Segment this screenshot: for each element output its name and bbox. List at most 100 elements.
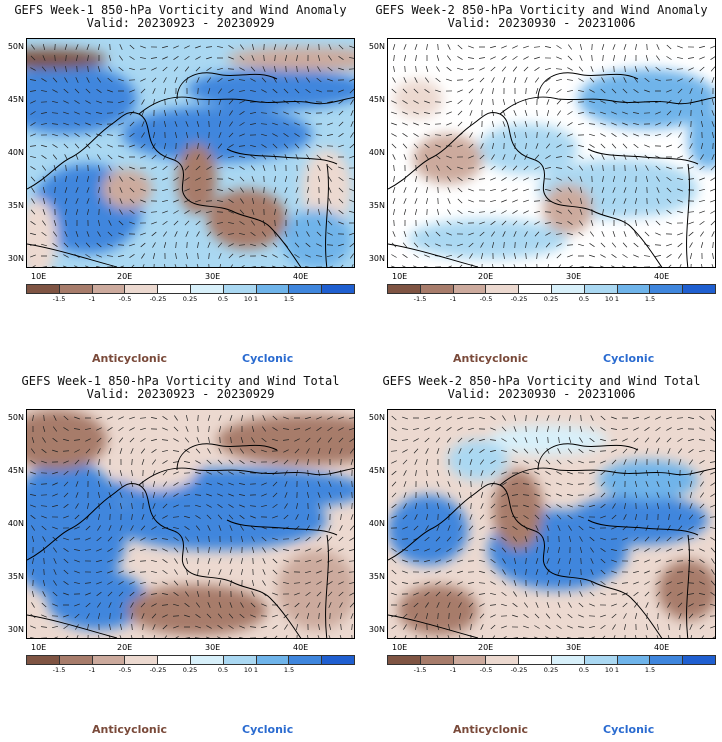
colorbar	[26, 284, 355, 294]
colorbar-label: 1.5	[283, 295, 295, 303]
lon-label: 40E	[654, 272, 670, 281]
lat-label: 30N	[7, 625, 24, 634]
colorbar	[26, 655, 355, 665]
vorticity-map	[26, 38, 355, 268]
panel-title: GEFS Week-1 850-hPa Vorticity and Wind T…	[21, 374, 340, 388]
colorbar-label: -1.5	[413, 666, 427, 674]
colorbar-label: 0.25	[182, 666, 198, 674]
lon-label: 20E	[117, 643, 133, 652]
colorbar-label: 0.5	[217, 295, 229, 303]
colorbar-label: -1.5	[413, 295, 427, 303]
lat-label: 40N	[368, 519, 385, 528]
lon-label: 10E	[392, 272, 408, 281]
lat-label: 30N	[368, 625, 385, 634]
lat-label: 30N	[368, 254, 385, 263]
colorbar	[387, 284, 716, 294]
colorbar-label: -0.5	[479, 295, 493, 303]
lon-label: 20E	[478, 643, 494, 652]
vorticity-map	[387, 38, 716, 268]
colorbar-exponent: 10	[604, 295, 614, 303]
colorbar-label: 0.5	[217, 666, 229, 674]
colorbar-label: -0.5	[118, 666, 132, 674]
colorbar-label: 1	[253, 666, 259, 674]
panel-valid-dates: Valid: 20230923 - 20230929	[86, 16, 275, 30]
lon-label: 30E	[566, 272, 582, 281]
colorbar-label: -1	[88, 295, 96, 303]
lat-label: 50N	[368, 413, 385, 422]
lon-label: 20E	[478, 272, 494, 281]
colorbar-label: -0.5	[479, 666, 493, 674]
colorbar-label: 0.5	[578, 295, 590, 303]
colorbar-label: -0.25	[149, 295, 167, 303]
legend-anticyclonic: Anticyclonic	[92, 352, 168, 365]
vorticity-map	[26, 409, 355, 639]
panel-valid-dates: Valid: 20230923 - 20230929	[86, 387, 275, 401]
lat-label: 35N	[7, 201, 24, 210]
lat-label: 35N	[7, 572, 24, 581]
lat-label: 30N	[7, 254, 24, 263]
panel-valid-dates: Valid: 20230930 - 20231006	[447, 16, 636, 30]
lon-label: 40E	[293, 272, 309, 281]
lat-label: 50N	[7, 413, 24, 422]
lon-label: 40E	[654, 643, 670, 652]
lat-label: 45N	[7, 95, 24, 104]
map-panel-week1-anomaly: GEFS Week-1 850-hPa Vorticity and Wind A…	[0, 0, 361, 371]
lat-label: 50N	[7, 42, 24, 51]
lon-label: 30E	[205, 643, 221, 652]
colorbar-label: 0.25	[543, 666, 559, 674]
legend-cyclonic: Cyclonic	[603, 723, 655, 736]
colorbar-label: 0.25	[182, 295, 198, 303]
lon-label: 30E	[205, 272, 221, 281]
colorbar-exponent: 10	[604, 666, 614, 674]
panel-title: GEFS Week-2 850-hPa Vorticity and Wind T…	[382, 374, 701, 388]
lon-label: 30E	[566, 643, 582, 652]
colorbar-label: 1.5	[283, 666, 295, 674]
lat-label: 45N	[7, 466, 24, 475]
lon-label: 10E	[31, 272, 47, 281]
legend-anticyclonic: Anticyclonic	[453, 352, 529, 365]
colorbar-label: -0.5	[118, 295, 132, 303]
colorbar-label: -1	[449, 295, 457, 303]
legend-cyclonic: Cyclonic	[242, 352, 294, 365]
lat-label: 40N	[7, 148, 24, 157]
panel-valid-dates: Valid: 20230930 - 20231006	[447, 387, 636, 401]
lat-label: 50N	[368, 42, 385, 51]
colorbar-label: -1.5	[52, 666, 66, 674]
colorbar-label: -0.25	[510, 295, 528, 303]
colorbar-label: 1	[253, 295, 259, 303]
colorbar-exponent: 10	[243, 666, 253, 674]
colorbar-label: 1	[614, 666, 620, 674]
colorbar-label: 0.25	[543, 295, 559, 303]
lon-label: 40E	[293, 643, 309, 652]
map-panel-week2-anomaly: GEFS Week-2 850-hPa Vorticity and Wind A…	[361, 0, 722, 371]
lon-label: 20E	[117, 272, 133, 281]
colorbar-label: 1	[614, 295, 620, 303]
lat-label: 45N	[368, 95, 385, 104]
lon-label: 10E	[392, 643, 408, 652]
legend-anticyclonic: Anticyclonic	[92, 723, 168, 736]
lat-label: 40N	[7, 519, 24, 528]
legend-anticyclonic: Anticyclonic	[453, 723, 529, 736]
colorbar	[387, 655, 716, 665]
panel-title: GEFS Week-2 850-hPa Vorticity and Wind A…	[375, 3, 708, 17]
panel-title: GEFS Week-1 850-hPa Vorticity and Wind A…	[14, 3, 347, 17]
colorbar-label: -1	[449, 666, 457, 674]
colorbar-label: -0.25	[149, 666, 167, 674]
vorticity-map	[387, 409, 716, 639]
lat-label: 35N	[368, 572, 385, 581]
lon-label: 10E	[31, 643, 47, 652]
map-panel-week1-total: GEFS Week-1 850-hPa Vorticity and Wind T…	[0, 371, 361, 742]
colorbar-label: 1.5	[644, 666, 656, 674]
colorbar-label: -1.5	[52, 295, 66, 303]
colorbar-label: 1.5	[644, 295, 656, 303]
lat-label: 35N	[368, 201, 385, 210]
lat-label: 45N	[368, 466, 385, 475]
colorbar-label: -1	[88, 666, 96, 674]
lat-label: 40N	[368, 148, 385, 157]
colorbar-label: 0.5	[578, 666, 590, 674]
legend-cyclonic: Cyclonic	[242, 723, 294, 736]
colorbar-exponent: 10	[243, 295, 253, 303]
colorbar-label: -0.25	[510, 666, 528, 674]
map-panel-week2-total: GEFS Week-2 850-hPa Vorticity and Wind T…	[361, 371, 722, 742]
legend-cyclonic: Cyclonic	[603, 352, 655, 365]
